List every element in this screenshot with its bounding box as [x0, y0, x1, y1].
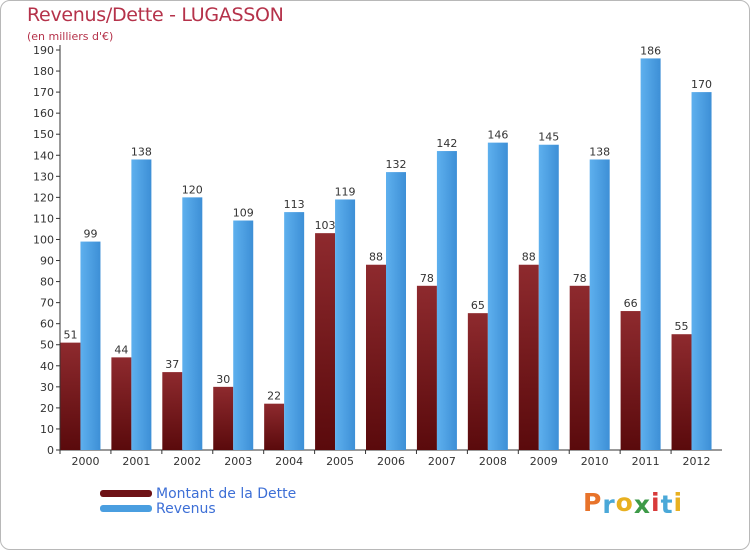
x-tick-label: 2005	[326, 455, 354, 468]
y-tick-label: 40	[40, 360, 54, 373]
bar-dette	[111, 357, 132, 450]
data-label-dette: 103	[315, 219, 336, 232]
data-label-dette: 22	[267, 390, 281, 403]
chart-subtitle: (en milliers d'€)	[27, 30, 114, 43]
data-label-revenus: 99	[83, 228, 97, 241]
x-tick-label: 2006	[377, 455, 405, 468]
y-tick-label: 180	[33, 65, 54, 78]
data-label-dette: 51	[63, 329, 77, 342]
data-label-dette: 78	[420, 272, 434, 285]
data-label-dette: 88	[522, 251, 536, 264]
bar-dette	[162, 372, 183, 450]
bar-dette	[366, 264, 386, 450]
x-tick-label: 2008	[479, 455, 507, 468]
data-label-revenus: 113	[284, 198, 305, 211]
y-tick-label: 130	[33, 170, 54, 183]
y-tick-label: 140	[33, 149, 54, 162]
y-tick-label: 90	[40, 255, 54, 268]
data-label-dette: 37	[165, 358, 179, 371]
bar-dette	[315, 233, 336, 450]
legend-label-dette: Montant de la Dette	[156, 485, 297, 502]
bar-revenus	[691, 92, 712, 451]
bars-group	[60, 58, 712, 451]
data-label-dette: 30	[216, 373, 230, 386]
y-tick-label: 100	[33, 233, 54, 246]
legend-item-dette: Montant de la Dette	[100, 485, 297, 502]
x-tick-label: 2012	[683, 455, 711, 468]
bar-revenus	[538, 144, 559, 450]
y-tick-label: 170	[33, 86, 54, 99]
bar-revenus	[131, 159, 152, 450]
data-label-dette: 55	[675, 320, 689, 333]
data-label-revenus: 186	[640, 44, 661, 57]
y-tick-label: 80	[40, 276, 54, 289]
legend-item-revenus: Revenus	[100, 500, 296, 517]
legend-swatch-dette	[100, 490, 152, 497]
bar-dette	[671, 334, 692, 450]
x-tick-label: 2007	[428, 455, 456, 468]
data-label-revenus: 138	[589, 145, 610, 158]
bar-revenus	[284, 212, 305, 450]
legend: Montant de la Dette Revenus	[100, 485, 297, 517]
bar-dette	[416, 285, 437, 450]
y-tick-label: 20	[40, 402, 54, 415]
x-tick-label: 2004	[275, 455, 303, 468]
bar-revenus	[436, 151, 457, 451]
data-label-revenus: 120	[182, 183, 203, 196]
data-label-dette: 78	[573, 272, 587, 285]
y-tick-label: 70	[40, 297, 54, 310]
data-label-dette: 44	[114, 343, 128, 356]
y-tick-label: 160	[33, 107, 54, 120]
data-label-dette: 66	[624, 297, 638, 310]
x-tick-label: 2000	[71, 455, 99, 468]
bar-dette	[620, 311, 641, 450]
data-label-revenus: 146	[487, 129, 508, 142]
y-tick-label: 50	[40, 339, 54, 352]
legend-swatch-revenus	[100, 505, 152, 512]
bar-revenus	[233, 220, 254, 450]
bar-revenus	[182, 197, 203, 450]
bar-dette	[467, 313, 488, 450]
bar-dette	[60, 342, 81, 450]
legend-label-revenus: Revenus	[156, 500, 216, 517]
x-tick-label: 2001	[122, 455, 150, 468]
chart-title: Revenus/Dette - LUGASSON	[27, 4, 284, 26]
data-label-revenus: 138	[131, 145, 152, 158]
y-tick-label: 60	[40, 318, 54, 331]
data-label-revenus: 170	[691, 78, 712, 91]
y-tick-label: 190	[33, 44, 54, 57]
bar-revenus	[80, 241, 101, 450]
y-tick-label: 30	[40, 381, 54, 394]
y-tick-label: 10	[40, 423, 54, 436]
bar-revenus	[640, 58, 661, 450]
data-label-dette: 65	[471, 299, 485, 312]
x-tick-label: 2002	[173, 455, 201, 468]
data-label-dette: 88	[369, 251, 383, 264]
axes: 0 10 20 30 40 50 60 70 80 90 100 110 120 130 140 150 160…	[33, 44, 722, 468]
x-tick-label: 2003	[224, 455, 252, 468]
data-label-revenus: 109	[233, 207, 254, 220]
y-tick-label: 110	[33, 212, 54, 225]
data-label-revenus: 142	[436, 137, 457, 150]
bar-dette	[569, 285, 590, 450]
bar-dette	[264, 403, 285, 450]
bar-dette	[518, 264, 539, 450]
y-tick-label: 150	[33, 128, 54, 141]
data-label-revenus: 132	[386, 158, 407, 171]
data-label-revenus: 145	[538, 131, 559, 144]
bar-revenus	[487, 142, 508, 450]
x-tick-label: 2010	[581, 455, 609, 468]
bar-revenus	[386, 172, 406, 450]
proxiti-logo: Proxiti	[583, 488, 684, 519]
y-tick-label: 0	[47, 444, 54, 457]
x-tick-label: 2009	[530, 455, 558, 468]
x-tick-label: 2011	[632, 455, 660, 468]
data-label-revenus: 119	[335, 185, 356, 198]
data-labels-group: 51 99 44 138 37 120 30 109 22 113 103 119 88 132 78 142…	[63, 44, 712, 402]
bar-revenus	[335, 199, 356, 450]
bar-revenus	[589, 159, 610, 450]
bar-dette	[213, 386, 234, 450]
y-tick-label: 120	[33, 191, 54, 204]
